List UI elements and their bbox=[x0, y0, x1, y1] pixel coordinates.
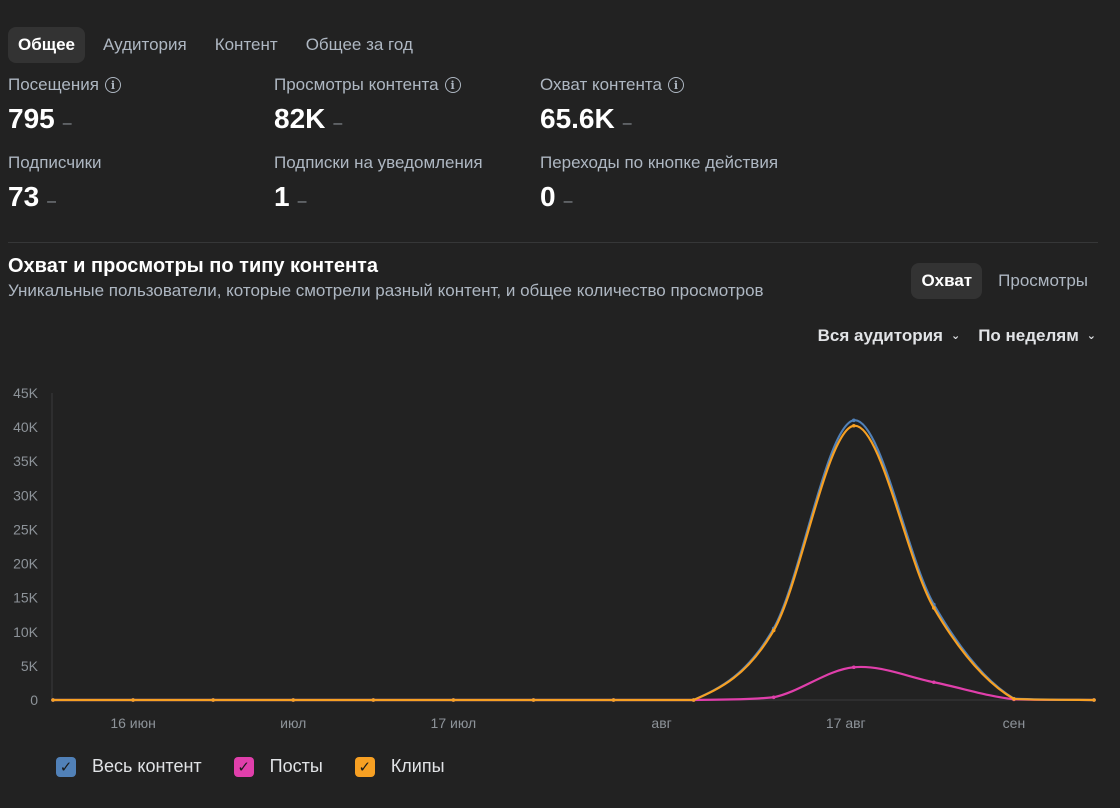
data-point-posts bbox=[851, 665, 856, 670]
segment-reach[interactable]: Охват bbox=[911, 263, 983, 299]
series-line-clips bbox=[52, 424, 1095, 702]
data-point-clips bbox=[211, 698, 215, 702]
section-subtitle: Уникальные пользователи, которые смотрел… bbox=[8, 281, 764, 300]
audience-dropdown[interactable]: Вся аудитория ⌄ bbox=[818, 326, 961, 346]
y-tick-label: 15K bbox=[13, 590, 39, 606]
stat-content-views: Просмотры контента i 82K – bbox=[274, 75, 534, 135]
x-tick-label: сен bbox=[1003, 715, 1026, 731]
divider bbox=[8, 242, 1098, 243]
y-tick-label: 0 bbox=[30, 692, 38, 708]
stat-value: 795 bbox=[8, 103, 55, 134]
data-point-clips bbox=[1092, 698, 1096, 702]
reach-chart: 0 5K 10K 15K 20K 25K 30K 35K 40K 45K 16 июн июл 17 и… bbox=[13, 385, 1096, 731]
series-line-posts bbox=[52, 665, 1095, 702]
chart-legend: ✓ Весь контент ✓ Посты ✓ Клипы bbox=[56, 756, 477, 777]
stat-value: 1 bbox=[274, 181, 290, 212]
tab-audience[interactable]: Аудитория bbox=[102, 35, 187, 54]
y-tick-label: 35K bbox=[13, 453, 39, 469]
x-tick-label: авг bbox=[651, 715, 671, 731]
period-dropdown-label: По неделям bbox=[978, 326, 1079, 345]
stat-notification-subscriptions: Подписки на уведомления 1– bbox=[274, 153, 534, 213]
stat-action-button-clicks: Переходы по кнопке действия 0– bbox=[540, 153, 800, 213]
legend-label: Весь контент bbox=[92, 756, 202, 776]
data-point-clips bbox=[691, 698, 696, 702]
metric-switch: Охват Просмотры bbox=[905, 263, 1098, 299]
section-title: Охват и просмотры по типу контента bbox=[8, 255, 378, 277]
x-tick-label: 16 июн bbox=[110, 715, 156, 731]
legend-item-posts[interactable]: ✓ Посты bbox=[233, 756, 323, 777]
stat-label: Посещения bbox=[8, 75, 99, 94]
tab-general[interactable]: Общее bbox=[8, 27, 85, 63]
checkbox-checked-icon[interactable]: ✓ bbox=[233, 756, 254, 777]
audience-dropdown-label: Вся аудитория bbox=[817, 326, 943, 345]
chart-filters: Вся аудитория ⌄ По неделям ⌄ bbox=[818, 326, 1096, 346]
stat-visits: Посещения i 795– bbox=[8, 75, 268, 135]
info-icon[interactable]: i bbox=[104, 77, 121, 93]
stat-delta: – bbox=[333, 115, 343, 132]
legend-item-clips[interactable]: ✓ Клипы bbox=[354, 756, 445, 777]
info-icon[interactable]: i bbox=[667, 77, 684, 93]
series-line-all-content bbox=[52, 419, 1095, 702]
stat-subscribers: Подписчики 73– bbox=[8, 153, 268, 213]
chevron-down-icon: ⌄ bbox=[1086, 329, 1096, 342]
period-dropdown[interactable]: По неделям ⌄ bbox=[978, 326, 1096, 346]
y-tick-label: 5K bbox=[21, 658, 39, 674]
stat-delta: – bbox=[62, 115, 72, 132]
x-tick-label: 17 авг bbox=[826, 715, 866, 731]
y-tick-label: 30K bbox=[13, 487, 39, 503]
stat-value: 82K bbox=[274, 103, 326, 134]
segment-views[interactable]: Просмотры bbox=[998, 271, 1088, 290]
data-point-clips bbox=[1012, 697, 1016, 701]
data-point-clips bbox=[291, 698, 296, 702]
stat-label: Подписки на уведомления bbox=[274, 153, 483, 172]
stat-delta: – bbox=[563, 193, 573, 210]
y-tick-label: 20K bbox=[13, 556, 39, 572]
info-icon[interactable]: i bbox=[444, 77, 461, 93]
stat-delta: – bbox=[622, 115, 632, 132]
data-point-all-content bbox=[851, 418, 856, 423]
stat-value: 65.6K bbox=[540, 103, 615, 134]
checkbox-checked-icon[interactable]: ✓ bbox=[56, 756, 76, 777]
stat-delta: – bbox=[47, 193, 57, 210]
data-point-clips bbox=[771, 628, 776, 633]
data-point-clips bbox=[531, 698, 536, 702]
y-tick-label: 45K bbox=[13, 385, 39, 401]
data-point-clips bbox=[371, 698, 376, 702]
data-point-clips bbox=[51, 698, 55, 702]
stat-label: Просмотры контента bbox=[274, 75, 439, 94]
stat-content-reach: Охват контента i 65.6K – bbox=[540, 75, 800, 135]
data-point-posts bbox=[932, 680, 936, 685]
tab-bar: Общее Аудитория Контент Общее за год bbox=[8, 27, 431, 63]
data-point-clips bbox=[851, 423, 856, 428]
stat-value: 0 bbox=[540, 181, 556, 212]
data-point-posts bbox=[771, 695, 776, 700]
legend-item-all-content[interactable]: ✓ Весь контент bbox=[56, 756, 202, 777]
stat-value: 73 bbox=[8, 181, 40, 212]
data-point-clips bbox=[932, 606, 936, 610]
x-tick-label: июл bbox=[280, 715, 306, 731]
y-tick-label: 10K bbox=[13, 624, 39, 640]
stat-label: Охват контента bbox=[540, 75, 662, 94]
checkbox-checked-icon[interactable]: ✓ bbox=[354, 756, 375, 777]
tab-year-overview[interactable]: Общее за год bbox=[305, 35, 413, 54]
x-tick-label: 17 июл bbox=[431, 715, 477, 731]
stat-label: Подписчики bbox=[8, 153, 102, 172]
data-point-clips bbox=[451, 698, 456, 702]
legend-label: Клипы bbox=[390, 756, 445, 776]
chevron-down-icon: ⌄ bbox=[950, 329, 961, 342]
data-point-clips bbox=[611, 698, 616, 702]
y-tick-label: 25K bbox=[13, 521, 39, 537]
legend-label: Посты bbox=[269, 756, 323, 776]
stat-delta: – bbox=[297, 193, 307, 210]
data-point-clips bbox=[131, 698, 135, 702]
tab-content[interactable]: Контент bbox=[214, 35, 278, 54]
y-tick-label: 40K bbox=[13, 419, 39, 435]
stat-label: Переходы по кнопке действия bbox=[540, 153, 779, 172]
